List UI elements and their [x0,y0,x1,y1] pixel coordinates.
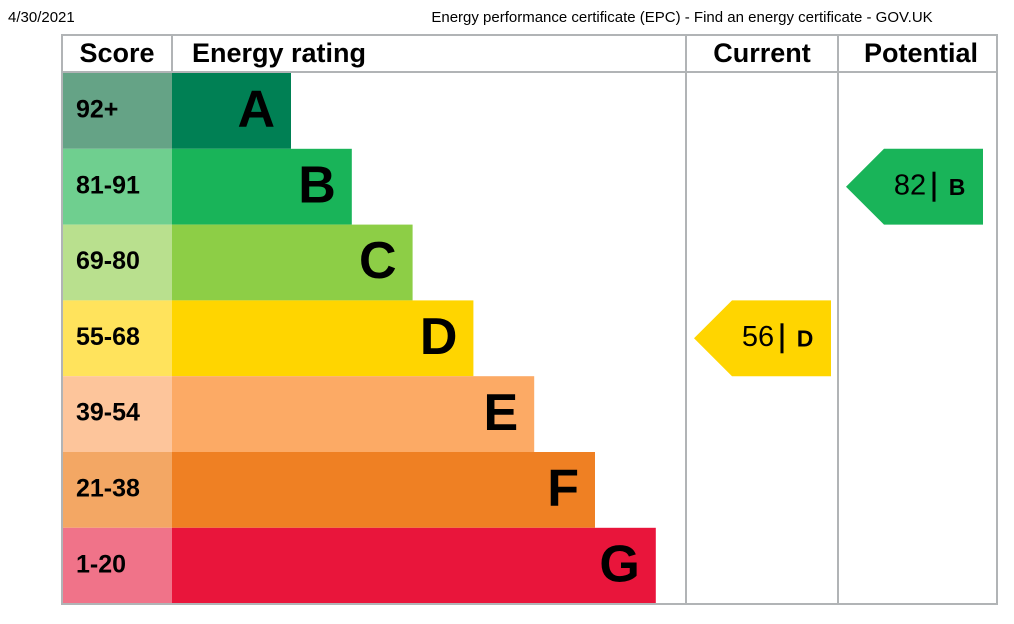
score-range: 39-54 [76,399,140,427]
score-range: 92+ [76,96,118,124]
rating-band: D [797,325,814,351]
table-frame [61,34,998,605]
score-cell [63,224,172,301]
rating-bar [172,148,352,225]
score-cell [63,148,172,225]
score-range: 1-20 [76,550,126,578]
score-cell [63,73,172,149]
score-cell [63,452,172,528]
column-header: Potential [864,38,978,68]
rating-score: 82 [894,169,926,201]
rating-bar [172,73,291,149]
rating-bar [172,527,656,604]
score-range: 21-38 [76,475,140,503]
print-date: 4/30/2021 [8,9,75,26]
rating-bar [172,224,413,301]
column-header: Current [713,38,811,68]
column-header: Energy rating [192,38,366,68]
rating-letter: F [547,460,579,518]
rating-bar [172,452,595,528]
score-cell [63,300,172,377]
page-title: Energy performance certificate (EPC) - F… [431,9,932,26]
rating-arrow [694,300,831,377]
rating-letter: B [298,156,336,214]
rating-letter: G [599,535,639,593]
table-border [61,34,998,605]
rating-score: 56 [742,321,774,353]
rating-bar [172,376,535,452]
rating-bar [172,300,474,377]
rating-arrow [846,148,983,225]
score-cell [63,527,172,604]
rating-letter: D [420,308,458,366]
score-range: 69-80 [76,247,140,275]
score-range: 81-91 [76,171,140,199]
rating-letter: C [359,232,397,290]
rating-band: B [949,174,966,200]
score-range: 55-68 [76,323,140,351]
rating-letter: A [237,81,275,139]
score-cell [63,376,172,452]
column-header: Score [79,38,154,68]
rating-letter: E [484,384,519,442]
